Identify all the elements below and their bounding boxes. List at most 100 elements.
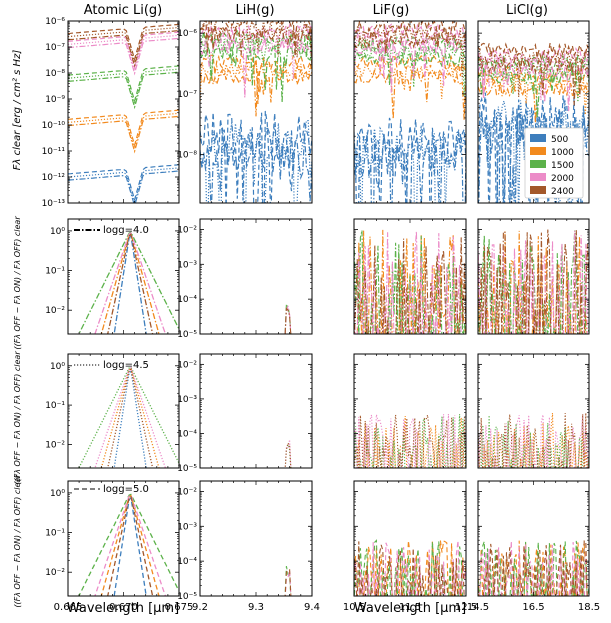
- series-1500K-dashdot: [68, 71, 179, 110]
- ratio-1000K: [100, 494, 160, 596]
- series-1000K-dashdot: [478, 79, 589, 123]
- legend-label-1500: 1500: [551, 161, 574, 171]
- plot-area: [284, 565, 292, 596]
- column-title-licl: LiCl(g): [506, 3, 548, 18]
- legend-swatch-2400: [530, 186, 546, 194]
- plot-area: [354, 229, 466, 334]
- series-1500K-dashed: [68, 65, 179, 103]
- x-tick-label: 11.5: [399, 602, 421, 613]
- y-tick-label: 10⁻²: [45, 568, 65, 578]
- ratio-2400K: [284, 307, 292, 334]
- x-tick-label: 14.5: [467, 602, 489, 613]
- y-tick-label: 10⁻⁴: [177, 429, 197, 439]
- series-1000K-dotted: [478, 72, 589, 115]
- y-tick-label: 10⁻⁸: [177, 150, 197, 160]
- x-tick-label: 16.5: [522, 602, 544, 613]
- series-2400K-dotted: [478, 49, 589, 98]
- axes-frame: [477, 353, 590, 469]
- panel-r3-c3: 14.5 16.5 18.5: [467, 480, 600, 613]
- ratio-2000K: [94, 494, 167, 596]
- ratio-1000K: [356, 229, 466, 334]
- ratio-2400K: [284, 441, 292, 468]
- ratio-2000K: [354, 231, 462, 334]
- y-tick-label: 10⁻²: [45, 306, 65, 316]
- ratio-2000K: [284, 439, 292, 468]
- ratio-2400K: [354, 237, 466, 334]
- series-2400K-dashdot: [354, 31, 466, 51]
- x-tick-label: 10.5: [343, 602, 365, 613]
- axes-frame: [353, 353, 467, 469]
- y-tick-label: 10⁻⁴: [177, 295, 197, 305]
- ratio-1000K: [100, 367, 160, 468]
- panel-r2-c3: [477, 353, 590, 469]
- series-2400K-dashed: [68, 23, 179, 62]
- column-title-lif: LiF(g): [373, 3, 410, 18]
- panel-r1-c1: 10⁻⁵ 10⁻⁴ 10⁻³ 10⁻²: [177, 218, 313, 340]
- figure-text: Atomic Li(g) LiH(g) LiF(g) LiCl(g) Wavel…: [12, 3, 548, 616]
- plot-area: [354, 539, 466, 596]
- ratio-2400K: [354, 541, 465, 596]
- ratio-500K: [113, 496, 147, 596]
- y-tick-label: 10⁻³: [177, 522, 197, 532]
- legend-label-2000: 2000: [551, 174, 574, 184]
- ratio-500K: [113, 234, 147, 334]
- annotation-logg-4.5: logg=4.5: [103, 360, 149, 371]
- series-2400K-dashdot: [200, 25, 312, 56]
- y-tick-label: 10⁰: [50, 227, 65, 237]
- y-axis-label-flux: Fλ clear [erg / cm² s Hz]: [12, 50, 23, 171]
- x-tick-label: 0.665: [54, 602, 83, 613]
- ratio-1000K: [478, 540, 588, 596]
- panel-r3-c1: 10⁻⁵ 10⁻⁴ 10⁻³ 10⁻² 9.2 9.3 9.4: [177, 480, 320, 613]
- plot-area: [284, 439, 292, 468]
- legend-label-2400: 2400: [551, 187, 574, 197]
- legend-swatch-1000: [530, 147, 546, 155]
- y-tick-label: 10⁻³: [177, 260, 197, 270]
- series-500K-dotted: [354, 125, 466, 203]
- x-axis-label-left: Wavelength [μm]: [67, 601, 179, 616]
- y-tick-label: 10⁻⁵: [177, 592, 197, 602]
- axes-frame: [199, 218, 313, 335]
- x-tick-label: 0.670: [109, 602, 138, 613]
- panel-r1-c3: [477, 218, 590, 335]
- ratio-2000K: [94, 366, 167, 468]
- y-tick-label: 10⁻⁵: [177, 464, 197, 474]
- y-tick-label: 10⁰: [50, 362, 65, 372]
- plot-area: [284, 302, 292, 334]
- axes-frame: [67, 353, 180, 469]
- panel-r0-c0: 10⁻¹³ 10⁻¹² 10⁻¹¹ 10⁻¹⁰ 10⁻⁹ 10⁻⁸ 10⁻⁷ 10⁻⁶: [42, 17, 180, 209]
- y-tick-label: 10⁻⁹: [45, 95, 65, 105]
- y-tick-label: 10⁻¹³: [42, 199, 66, 209]
- y-tick-label: 10⁻³: [177, 395, 197, 405]
- ratio-2400K: [478, 540, 588, 596]
- series-2000K-dotted: [478, 54, 589, 101]
- series-1000K-dashed: [200, 54, 312, 105]
- ratio-1500K: [284, 442, 292, 468]
- y-tick-label: 10⁻⁵: [177, 330, 197, 340]
- ratio-1000K: [356, 415, 466, 468]
- panel-r3-c0: 10⁻² 10⁻¹ 10⁰ 0.665 0.670 0.675: [45, 480, 193, 613]
- legend: 500 1000 1500 2000 2400: [524, 127, 584, 199]
- series-1500K-dotted: [68, 68, 179, 107]
- ratio-2400K: [284, 569, 292, 596]
- series-500K-dashed: [478, 92, 589, 203]
- x-tick-label: 18.5: [578, 602, 600, 613]
- column-title-atomic: Atomic Li(g): [84, 3, 163, 18]
- y-axis-label-ratio-5.0: ((Fλ OFF − Fλ ON) / Fλ OFF) clear: [13, 474, 22, 608]
- ratio-2000K: [284, 570, 292, 596]
- y-tick-label: 10⁻¹²: [42, 173, 66, 183]
- x-tick-label: 9.2: [192, 602, 208, 613]
- series-2000K-dashdot: [200, 38, 312, 98]
- series-500K-dashed: [200, 110, 312, 203]
- series-500K-dashed: [354, 117, 466, 203]
- axes-frame: [67, 218, 180, 335]
- y-tick-label: 10⁻¹¹: [42, 147, 66, 157]
- series-1000K-dashdot: [68, 115, 179, 154]
- axes-frame: [199, 480, 313, 597]
- y-tick-label: 10⁻⁷: [45, 43, 65, 53]
- x-tick-label: 12.5: [455, 602, 477, 613]
- x-tick-label: 9.4: [304, 602, 320, 613]
- x-axis-label-right: Wavelength [μm]: [354, 601, 466, 616]
- y-tick-label: 10⁻⁷: [177, 90, 197, 100]
- plot-area: [478, 229, 589, 334]
- series-1500K-dashdot: [200, 43, 312, 103]
